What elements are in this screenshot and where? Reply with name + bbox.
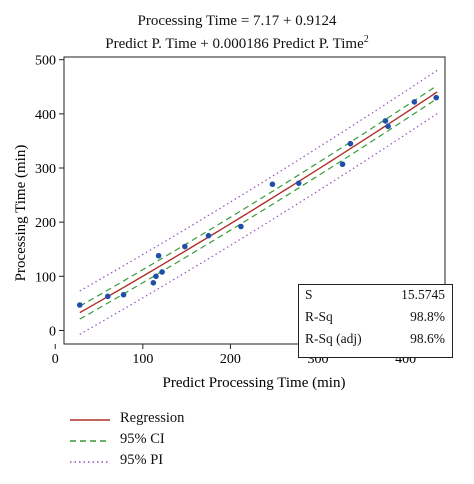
y-tick-label: 400 <box>35 108 56 123</box>
x-tick-label: 0 <box>52 352 59 367</box>
stat-value: 98.6% <box>410 331 445 346</box>
data-point <box>411 99 418 105</box>
stat-row-rsq: R-Sq 98.8% <box>305 309 445 329</box>
legend-item-regression: Regression <box>70 410 270 430</box>
stat-value: 15.5745 <box>401 287 445 302</box>
data-point <box>347 140 354 147</box>
data-point <box>382 118 389 124</box>
chart-title-line-2-main: Predict P. Time + 0.000186 Predict P. Ti… <box>105 36 364 52</box>
plot-area-frame <box>63 56 446 345</box>
y-tick-label: 500 <box>35 54 56 69</box>
chart-legend: Regression 95% CI 95% PI <box>70 410 270 475</box>
legend-swatch-pi <box>70 461 110 463</box>
chart-title-exponent: 2 <box>363 34 369 45</box>
data-point <box>182 243 188 250</box>
y-tick-label: 300 <box>35 162 56 177</box>
prediction-interval-lines <box>79 69 438 335</box>
data-point <box>238 223 244 230</box>
data-point <box>295 180 302 186</box>
legend-label: Regression <box>120 410 185 426</box>
y-axis-ticks: 0 100 200 300 400 500 <box>35 54 64 339</box>
stat-row-s: S 15.5745 <box>305 287 445 307</box>
data-point <box>150 280 157 286</box>
data-point <box>155 252 162 259</box>
stat-label: S <box>305 287 313 302</box>
y-tick-label: 100 <box>35 270 56 285</box>
legend-swatch-regression <box>70 419 110 421</box>
data-point <box>269 181 276 188</box>
data-point <box>120 291 127 298</box>
stat-label: R-Sq (adj) <box>305 331 362 346</box>
legend-swatch-ci <box>70 440 110 442</box>
chart-title-line-2: Predict P. Time + 0.000186 Predict P. Ti… <box>0 31 474 53</box>
y-axis-label: Processing Time (min) <box>13 145 29 282</box>
pi-upper-line <box>79 69 438 292</box>
y-tick-label: 200 <box>35 216 56 231</box>
x-axis-label: Predict Processing Time (min) <box>163 375 346 391</box>
pi-lower-line <box>79 113 438 335</box>
data-point <box>76 302 83 308</box>
data-point <box>104 293 111 300</box>
legend-item-pi: 95% PI <box>70 452 270 472</box>
data-point <box>339 161 346 168</box>
fit-statistics-box: S 15.5745 R-Sq 98.8% R-Sq (adj) 98.6% <box>298 284 453 358</box>
ci-upper-line <box>79 85 438 307</box>
legend-label: 95% CI <box>120 431 165 447</box>
x-tick-label: 100 <box>132 352 153 367</box>
data-point <box>159 269 165 275</box>
data-point <box>385 123 391 130</box>
data-point <box>433 94 440 101</box>
stat-row-rsq-adj: R-Sq (adj) 98.6% <box>305 331 445 351</box>
legend-label: 95% PI <box>120 452 164 468</box>
legend-item-ci: 95% CI <box>70 431 270 451</box>
data-point <box>205 232 212 239</box>
chart-title-line-1: Processing Time = 7.17 + 0.9124 <box>137 13 337 29</box>
stat-label: R-Sq <box>305 309 333 324</box>
data-point <box>153 273 159 280</box>
data-points <box>76 94 440 308</box>
stat-value: 98.8% <box>410 309 445 324</box>
x-tick-label: 200 <box>220 352 241 367</box>
regression-line-group <box>79 91 438 314</box>
regression-line <box>79 91 438 314</box>
y-tick-label: 0 <box>49 324 56 339</box>
